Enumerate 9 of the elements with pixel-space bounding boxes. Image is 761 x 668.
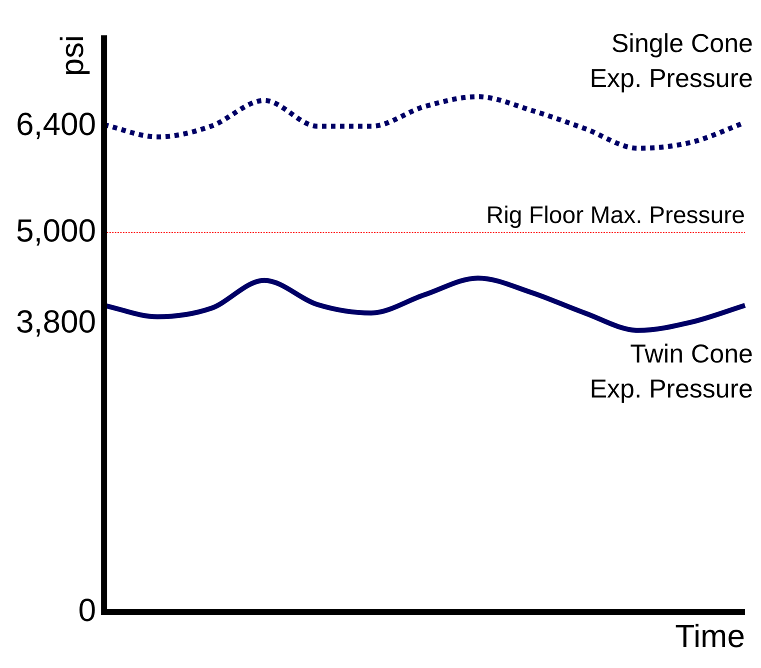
ref-line-label: Rig Floor Max. Pressure: [486, 202, 745, 230]
y-tick-label: 3,800: [16, 303, 96, 340]
y-tick-label: 6,400: [16, 106, 96, 142]
y-axis-title: psi: [54, 35, 90, 76]
series-label: Twin Cone Exp. Pressure: [590, 338, 753, 404]
x-axis-title: Time: [675, 618, 745, 654]
y-tick-label: 5,000: [16, 212, 96, 248]
series-label: Single Cone Exp. Pressure: [590, 28, 753, 93]
y-tick-label: 0: [78, 592, 96, 628]
